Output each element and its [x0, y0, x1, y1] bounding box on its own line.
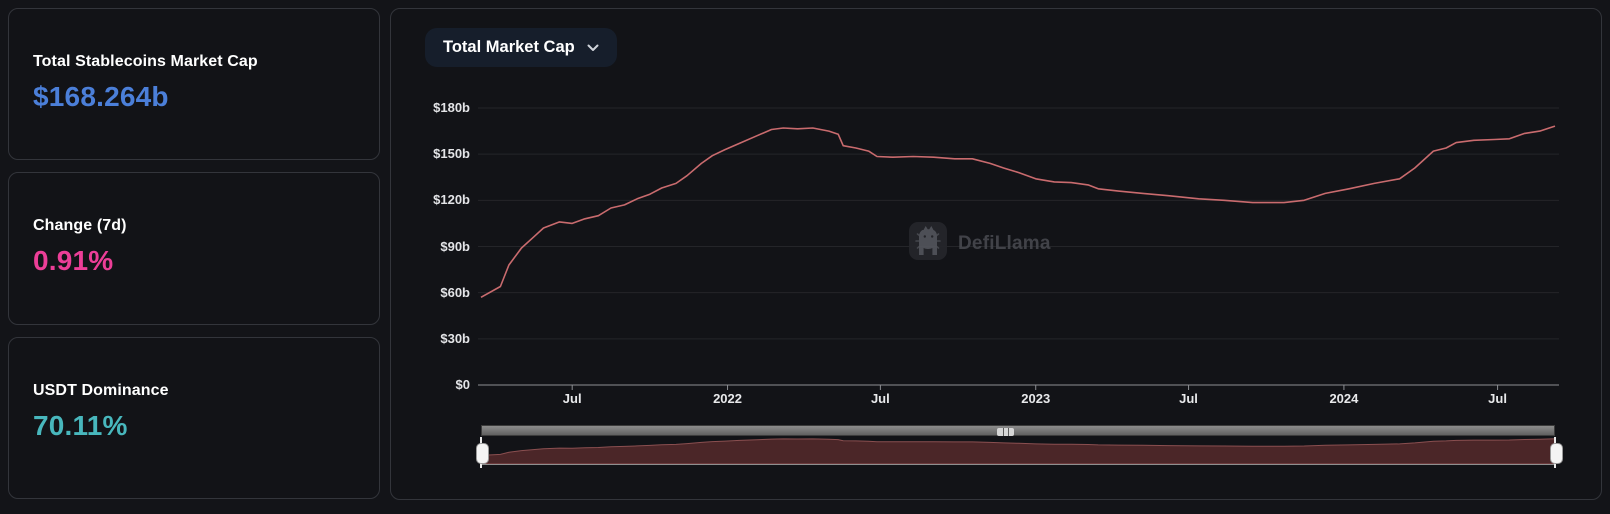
brush-handle-right[interactable]: [1549, 437, 1563, 468]
chart-type-selector-label: Total Market Cap: [443, 38, 575, 56]
y-tick-label: $60b: [440, 284, 470, 300]
brush-handle-left[interactable]: [475, 437, 489, 468]
x-tick-label: Jul: [870, 391, 890, 406]
market-cap-value: $168.264b: [33, 81, 169, 112]
brush-scroll-track[interactable]: [481, 425, 1555, 436]
stat-card-usdt-dominance: USDT Dominance 70.11%: [8, 337, 380, 499]
x-tick-label: 2023: [1021, 391, 1051, 406]
stat-card-market-cap: Total Stablecoins Market Cap $168.264b: [8, 8, 380, 160]
usdt-dominance-value: 70.11%: [33, 410, 128, 441]
y-tick-label: $30b: [440, 330, 470, 346]
x-tick-label: 2024: [1329, 391, 1359, 406]
chevron-down-icon: [587, 44, 599, 52]
y-tick-label: $150b: [433, 146, 470, 162]
usdt-dominance-label: USDT Dominance: [33, 382, 169, 399]
brush-grip-icon[interactable]: [996, 427, 1014, 436]
market-cap-label: Total Stablecoins Market Cap: [33, 53, 258, 70]
x-tick-label: Jul: [1488, 391, 1507, 406]
chart-plot-area[interactable]: [481, 100, 1555, 385]
change-7d-label: Change (7d): [33, 217, 127, 234]
y-tick-label: $120b: [433, 192, 470, 208]
x-tick-label: Jul: [562, 391, 582, 406]
y-tick-label: $180b: [433, 100, 470, 115]
stat-card-change-7d: Change (7d) 0.91%: [8, 172, 380, 325]
brush-bottom-border: [481, 464, 1555, 465]
x-tick-label: Jul: [1179, 391, 1198, 406]
chart-type-selector[interactable]: Total Market Cap: [425, 28, 617, 67]
x-tick-label: 2022: [713, 391, 742, 406]
y-tick-label: $0: [455, 377, 470, 392]
change-7d-value: 0.91%: [33, 245, 114, 276]
y-tick-label: $90b: [440, 238, 470, 254]
